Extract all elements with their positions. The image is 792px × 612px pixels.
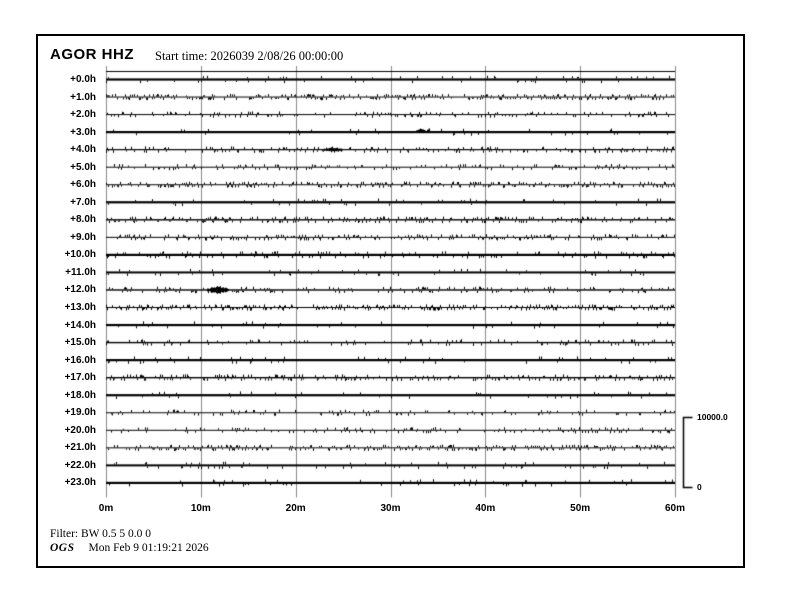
hour-row-label: +13.0h: [64, 302, 96, 314]
filter-info: Filter: BW 0.5 5 0.0 0: [50, 528, 152, 540]
footer-line: OGS Mon Feb 9 01:19:21 2026: [50, 542, 209, 554]
hour-row-label: +23.0h: [64, 477, 96, 489]
hour-row-label: +12.0h: [64, 284, 96, 296]
minute-tick-label: 20m: [285, 503, 306, 514]
minute-tick-label: 30m: [380, 503, 401, 514]
hour-row-label: +7.0h: [70, 196, 96, 208]
hour-row-label: +18.0h: [64, 389, 96, 401]
minute-tick-label: 0m: [98, 503, 114, 514]
render-timestamp: Mon Feb 9 01:19:21 2026: [88, 542, 209, 554]
hour-row-label: +11.0h: [65, 266, 96, 278]
hour-row-label: +17.0h: [64, 372, 96, 384]
minute-tick-label: 60m: [664, 503, 685, 514]
hour-row-label: +10.0h: [64, 249, 96, 261]
scale-max-label: 10000.0: [697, 412, 728, 422]
org-label: OGS: [50, 542, 75, 554]
hour-row-label: +2.0h: [70, 109, 96, 121]
minute-tick-label: 40m: [475, 503, 496, 514]
hour-row-label: +21.0h: [64, 442, 96, 454]
start-time-label: Start time: 2026039 2/08/26 00:00:00: [155, 49, 344, 63]
hour-row-label: +4.0h: [70, 144, 96, 156]
station-channel-title: AGOR HHZ: [50, 46, 134, 63]
hour-row-label: +1.0h: [70, 91, 96, 103]
hour-row-label: +3.0h: [70, 126, 96, 138]
hour-row-label: +14.0h: [64, 319, 96, 331]
minute-tick-label: 50m: [570, 503, 591, 514]
hour-row-label: +8.0h: [70, 214, 96, 226]
hour-row-label: +20.0h: [64, 424, 96, 436]
hour-row-label: +19.0h: [64, 407, 96, 419]
minute-tick-label: 10m: [190, 503, 211, 514]
scale-min-label: 0: [697, 482, 702, 492]
hour-row-label: +9.0h: [70, 231, 96, 243]
hour-row-label: +5.0h: [70, 161, 96, 173]
hour-row-label: +15.0h: [64, 337, 96, 349]
hour-row-label: +22.0h: [64, 459, 96, 471]
hour-row-label: +0.0h: [70, 74, 96, 85]
hour-row-label: +6.0h: [70, 179, 96, 191]
hour-row-label: +16.0h: [64, 354, 96, 366]
